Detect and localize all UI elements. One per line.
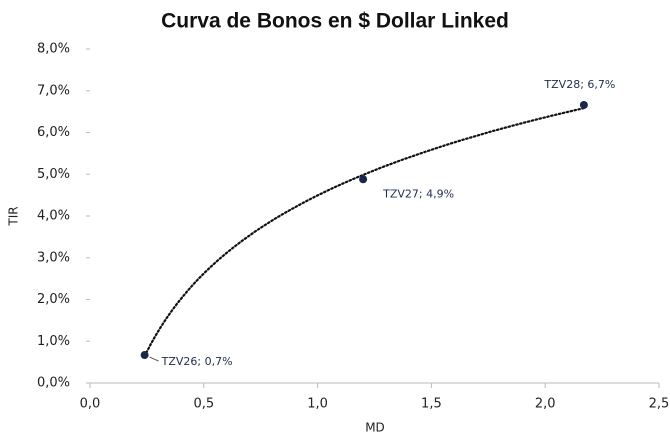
y-tick-label: 5,0%	[37, 167, 70, 182]
point	[579, 100, 588, 109]
x-axis-label: MD	[365, 421, 385, 435]
chart-title: Curva de Bonos en $ Dollar Linked	[161, 10, 509, 33]
data-label: TZV26; 0,7%	[161, 355, 233, 368]
x-tick-label: 2,5	[649, 397, 670, 412]
y-tick-label: 0,0%	[37, 376, 70, 391]
y-tick-label: 7,0%	[37, 83, 70, 98]
y-tick-label: 8,0%	[37, 42, 70, 57]
trendline	[143, 107, 585, 358]
y-tick-label: 3,0%	[37, 250, 70, 265]
point	[359, 175, 368, 184]
y-tick-label: 1,0%	[37, 334, 70, 349]
y-tick-label: 4,0%	[37, 209, 70, 224]
data-label: TZV27; 4,9%	[382, 187, 454, 200]
y-axis-label: TIR	[7, 206, 21, 226]
data-label: TZV28; 6,7%	[543, 78, 615, 91]
y-tick-label: 2,0%	[37, 292, 70, 307]
x-tick-label: 0,5	[193, 397, 214, 412]
x-tick-label: 0,0	[80, 397, 101, 412]
x-tick-label: 2,0	[535, 397, 556, 412]
x-tick-label: 1,0	[307, 397, 328, 412]
leader-line	[149, 356, 159, 362]
x-tick-label: 1,5	[421, 397, 442, 412]
y-tick-label: 6,0%	[37, 125, 70, 140]
point	[140, 351, 149, 360]
